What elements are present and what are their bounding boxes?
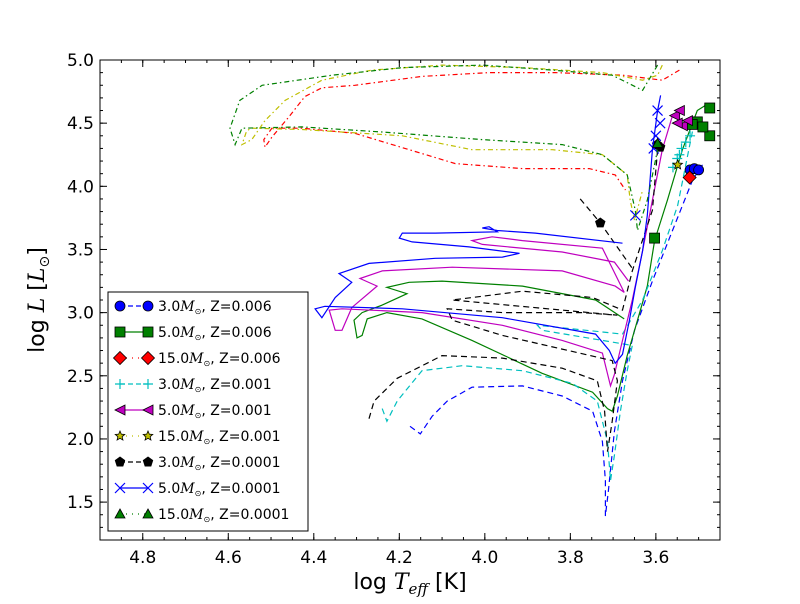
track-marker bbox=[652, 105, 663, 116]
tracks-layer bbox=[229, 64, 716, 517]
track-0 bbox=[409, 163, 705, 517]
track-marker bbox=[693, 164, 705, 176]
legend-label: 15.0M⊙, Z=0.001 bbox=[158, 429, 281, 446]
track-marker bbox=[671, 158, 684, 170]
legend-entry: 3.0M⊙, Z=0.001 bbox=[115, 377, 272, 394]
legend-marker-icon bbox=[143, 379, 153, 389]
y-tick-label: 3.0 bbox=[67, 304, 94, 324]
track-marker bbox=[681, 114, 693, 127]
track-marker bbox=[697, 121, 709, 133]
legend-marker-icon bbox=[142, 429, 154, 441]
track-4 bbox=[328, 104, 693, 389]
track-marker bbox=[654, 117, 666, 129]
track-8 bbox=[229, 64, 664, 231]
track-marker bbox=[650, 130, 662, 142]
legend-marker-icon bbox=[114, 508, 126, 519]
legend-marker-icon bbox=[142, 508, 154, 519]
legend-marker-icon bbox=[114, 482, 126, 494]
track-line bbox=[353, 103, 708, 413]
track-5 bbox=[240, 64, 684, 221]
y-tick-label: 4.5 bbox=[67, 114, 94, 134]
legend-label: 3.0M⊙, Z=0.0001 bbox=[158, 455, 281, 472]
track-marker bbox=[704, 102, 716, 114]
legend-marker-icon bbox=[142, 456, 154, 467]
legend-entry: 3.0M⊙, Z=0.006 bbox=[114, 299, 272, 316]
track-marker bbox=[682, 170, 697, 185]
legend-marker-icon bbox=[114, 404, 126, 416]
legend-marker-icon bbox=[115, 379, 125, 389]
track-marker bbox=[676, 143, 687, 154]
legend-marker-icon bbox=[142, 326, 154, 338]
x-tick-label: 3.6 bbox=[642, 548, 669, 568]
y-tick-label: 2.0 bbox=[67, 430, 94, 450]
track-marker bbox=[674, 149, 685, 160]
x-tick-label: 4.4 bbox=[300, 548, 327, 568]
legend-marker-icon bbox=[114, 326, 126, 338]
track-marker bbox=[685, 130, 696, 141]
track-line bbox=[409, 164, 704, 517]
y-tick-label: 3.5 bbox=[67, 240, 94, 260]
track-marker bbox=[704, 130, 716, 142]
legend-entry: 5.0M⊙, Z=0.0001 bbox=[114, 481, 281, 498]
x-tick-label: 4.2 bbox=[386, 548, 413, 568]
track-1 bbox=[353, 102, 716, 413]
track-6 bbox=[368, 139, 666, 452]
x-tick-label: 4.0 bbox=[471, 548, 498, 568]
track-line bbox=[579, 198, 633, 269]
y-tick-label: 2.5 bbox=[67, 367, 94, 387]
legend-marker-icon bbox=[142, 482, 154, 494]
legend-label: 5.0M⊙, Z=0.001 bbox=[158, 403, 272, 420]
x-tick-label: 4.8 bbox=[129, 548, 156, 568]
x-tick-label: 3.8 bbox=[557, 548, 584, 568]
legend-entry: 15.0M⊙, Z=0.006 bbox=[112, 350, 281, 368]
track-marker bbox=[680, 137, 691, 148]
legend-marker-icon bbox=[112, 350, 128, 366]
track-line bbox=[263, 69, 680, 191]
track-line bbox=[314, 95, 662, 365]
legend-entry: 15.0M⊙, Z=0.001 bbox=[114, 429, 281, 446]
track-2 bbox=[263, 69, 697, 191]
legend-marker-icon bbox=[142, 300, 154, 312]
legend-label: 5.0M⊙, Z=0.0001 bbox=[158, 481, 281, 498]
track-marker bbox=[673, 104, 685, 117]
y-axis-label: log L [L⊙] bbox=[25, 247, 53, 353]
legend-entry: 5.0M⊙, Z=0.001 bbox=[114, 403, 272, 420]
track-line bbox=[368, 149, 659, 452]
track-marker bbox=[651, 137, 664, 148]
legend-label: 15.0M⊙, Z=0.0001 bbox=[158, 507, 289, 524]
legend-marker-icon bbox=[114, 456, 126, 467]
track-marker bbox=[649, 232, 660, 244]
track-line bbox=[381, 130, 694, 481]
track-marker bbox=[671, 117, 683, 129]
legend-entry: 15.0M⊙, Z=0.0001 bbox=[114, 507, 289, 524]
legend-marker-icon bbox=[114, 300, 126, 312]
track-line bbox=[229, 64, 659, 231]
legend-label: 5.0M⊙, Z=0.006 bbox=[158, 325, 272, 342]
y-tick-label: 1.5 bbox=[67, 493, 94, 513]
legend-entry: 3.0M⊙, Z=0.0001 bbox=[114, 455, 281, 472]
legend-marker-icon bbox=[142, 404, 154, 416]
track-3 bbox=[381, 130, 696, 481]
track-line bbox=[328, 115, 674, 389]
legend-label: 15.0M⊙, Z=0.006 bbox=[158, 351, 281, 368]
track-line bbox=[240, 64, 663, 221]
legend-marker-icon bbox=[114, 429, 126, 441]
axes: 4.8 4.6 4.4 4.2 4.0 3.8 3.6 1.5 2.0 2.5 3.0 3.5 4.0 4… bbox=[67, 51, 721, 568]
y-tick-label: 5.0 bbox=[67, 51, 94, 71]
y-tick-label: 4.0 bbox=[67, 177, 94, 197]
track-marker bbox=[595, 217, 606, 228]
legend-entry: 5.0M⊙, Z=0.006 bbox=[114, 325, 272, 342]
x-tick-label: 4.6 bbox=[215, 548, 242, 568]
legend-label: 3.0M⊙, Z=0.006 bbox=[158, 299, 272, 316]
legend: 3.0M⊙, Z=0.006 5.0M⊙, Z=0.006 15.0M⊙, Z=0.… bbox=[107, 291, 309, 532]
x-axis-label: log Teff [K] bbox=[353, 570, 466, 598]
track-marker bbox=[668, 109, 681, 122]
legend-label: 3.0M⊙, Z=0.001 bbox=[158, 377, 272, 394]
legend-marker-icon bbox=[140, 350, 156, 366]
